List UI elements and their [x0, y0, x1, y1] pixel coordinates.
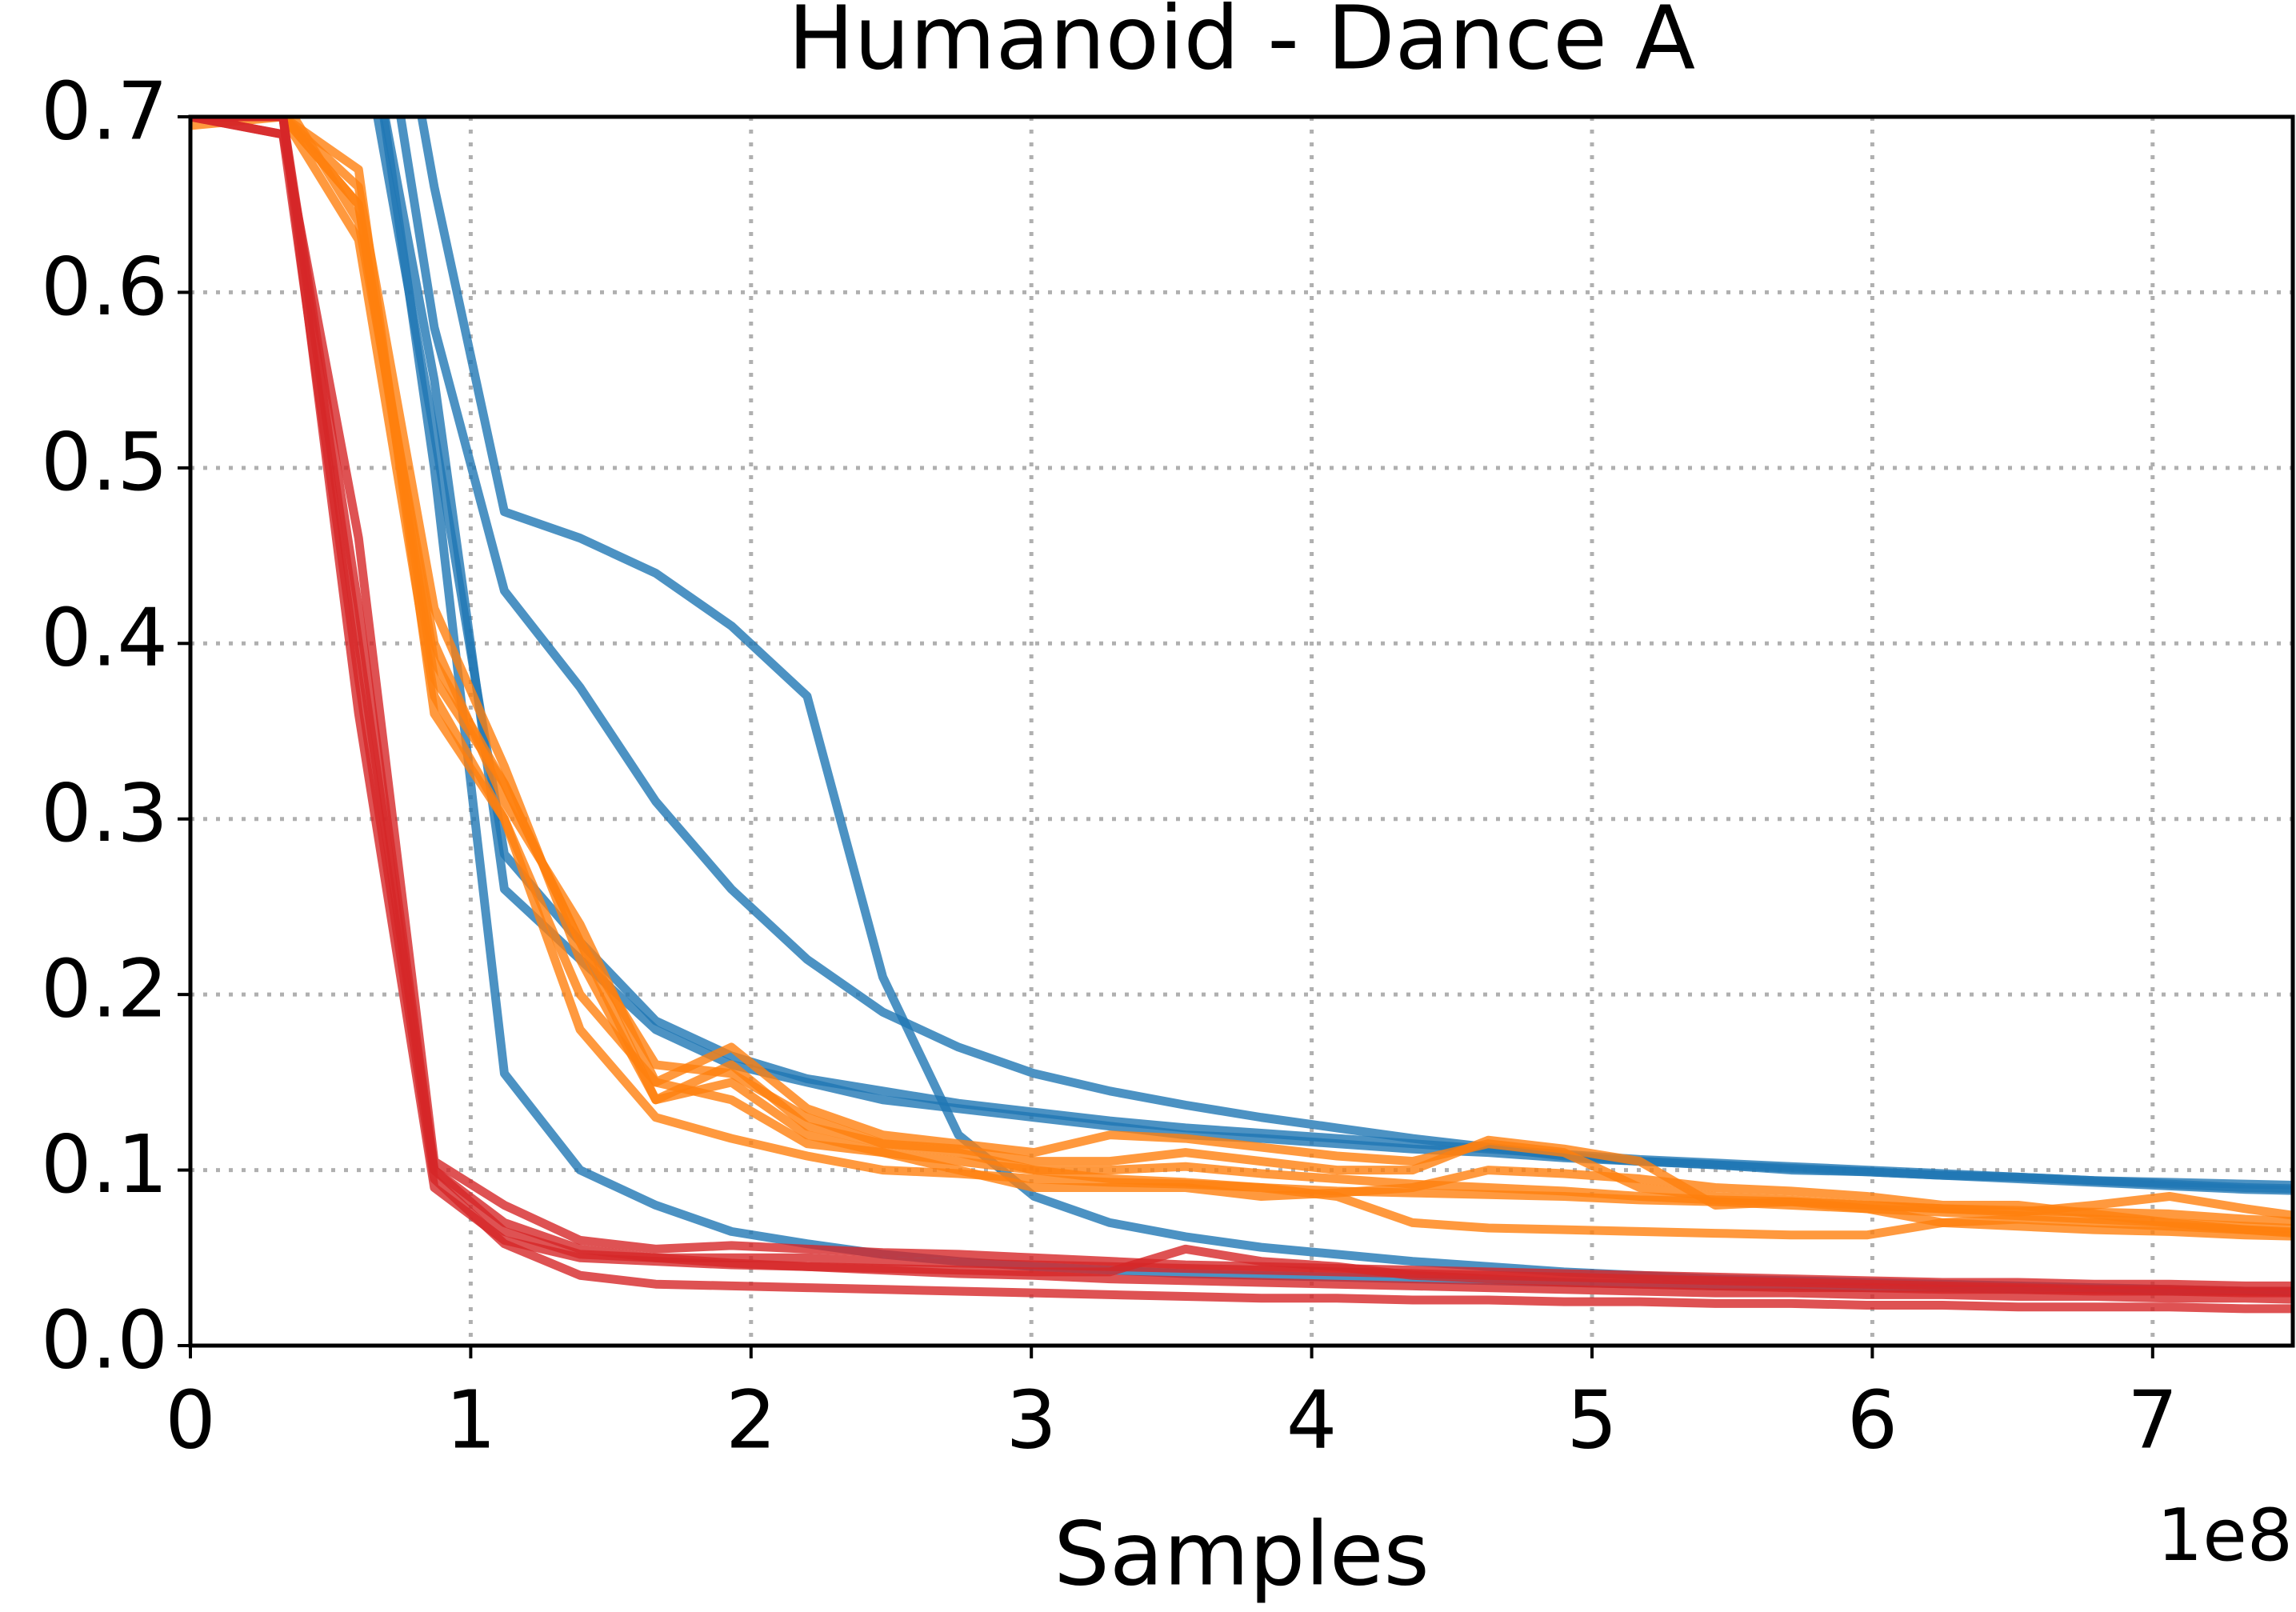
plot-frame: [188, 114, 2295, 1348]
y-tick-label: 0.0: [41, 1293, 168, 1386]
x-tick-label: 3: [1006, 1373, 1057, 1466]
chart-title: Humanoid - Dance A: [788, 0, 1695, 89]
x-offset-label: 1e8: [2157, 1494, 2293, 1578]
series-line: [190, 117, 2293, 1237]
series-line: [190, 117, 2293, 1314]
series-line: [396, 117, 2293, 1190]
series-line: [190, 117, 2293, 1220]
x-tick-label: 5: [1566, 1373, 1618, 1466]
series-line: [190, 117, 2293, 1296]
x-tick-label: 6: [1847, 1373, 1898, 1466]
x-tick-label: 7: [2127, 1373, 2178, 1466]
y-tick-label: 0.1: [41, 1118, 168, 1211]
plot-area: [190, 117, 2293, 1314]
x-axis-label: Samples: [1054, 1502, 1430, 1605]
x-tick-label: 2: [726, 1373, 777, 1466]
series-line: [190, 117, 2293, 1238]
y-tick-label: 0.2: [41, 942, 168, 1035]
y-tick-label: 0.3: [41, 766, 168, 860]
y-tick-label: 0.6: [41, 240, 168, 334]
x-tick-label: 0: [165, 1373, 216, 1466]
axes: 0.0 0.1 0.2 0.3 0.4 0.5 0.6 0.7 0 1 2 3 4 5 6 7: [41, 64, 2295, 1466]
series-line: [417, 117, 2293, 1296]
y-tick-label: 0.5: [41, 415, 168, 509]
series-line: [373, 117, 2293, 1194]
y-tick-label: 0.4: [41, 591, 168, 685]
series-line: [379, 117, 2293, 1297]
y-tick-label: 0.7: [41, 64, 168, 158]
series-line: [190, 117, 2293, 1304]
x-tick-label: 4: [1286, 1373, 1338, 1466]
x-tick-label: 1: [446, 1373, 497, 1466]
